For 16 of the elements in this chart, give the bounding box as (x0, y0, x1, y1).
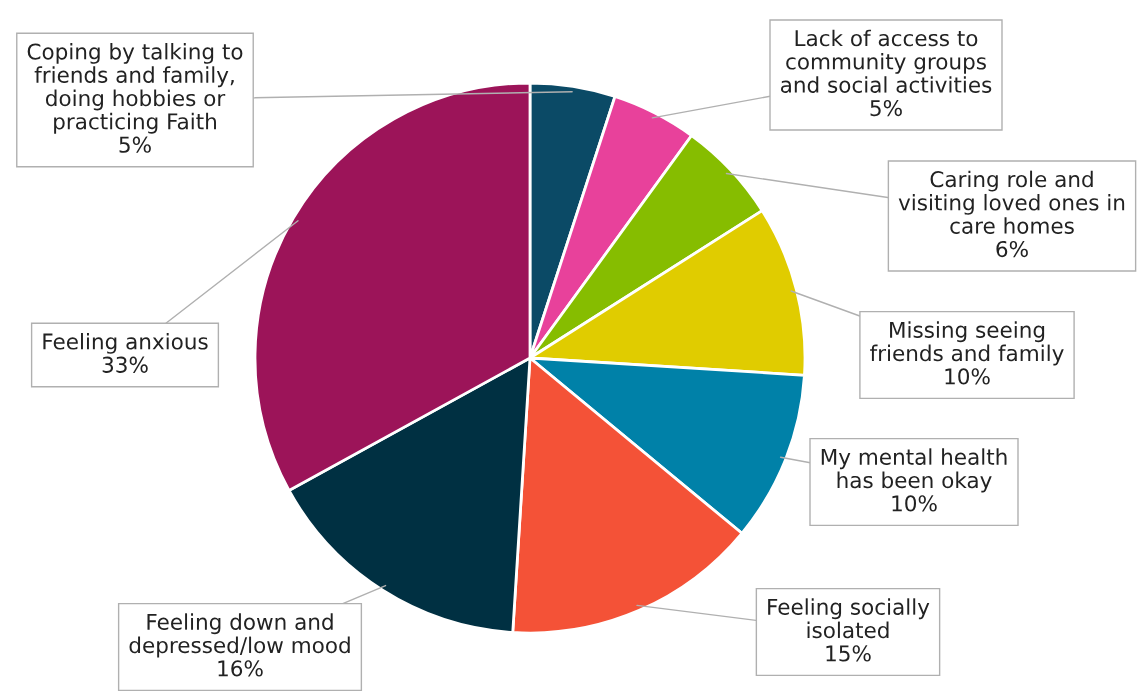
data-label: 5% (119, 136, 151, 153)
slice-label: My mental health has been okay (821, 448, 1007, 493)
slice-label: Lack of access to community groups and social activities (780, 29, 992, 93)
slice-label: Feeling anxious (43, 332, 208, 354)
data-label: 6% (996, 240, 1028, 258)
data-label: 5% (870, 99, 902, 117)
slice-label: Caring role and visiting loved ones in care homes (898, 170, 1125, 234)
data-label: 16% (218, 660, 263, 677)
data-label: 10% (892, 495, 937, 512)
data-label: 15% (826, 645, 871, 662)
data-label: 10% (945, 368, 990, 385)
slice-label: Missing seeing friends and family (870, 321, 1064, 366)
slice-label: Feeling down and depressed/low mood (129, 613, 350, 658)
data-label: 33% (102, 356, 148, 373)
slice-label: Coping by talking to friends and family, doing hobbies or practicing Faith (27, 43, 243, 134)
slice-label: Feeling socially isolated (768, 598, 930, 639)
